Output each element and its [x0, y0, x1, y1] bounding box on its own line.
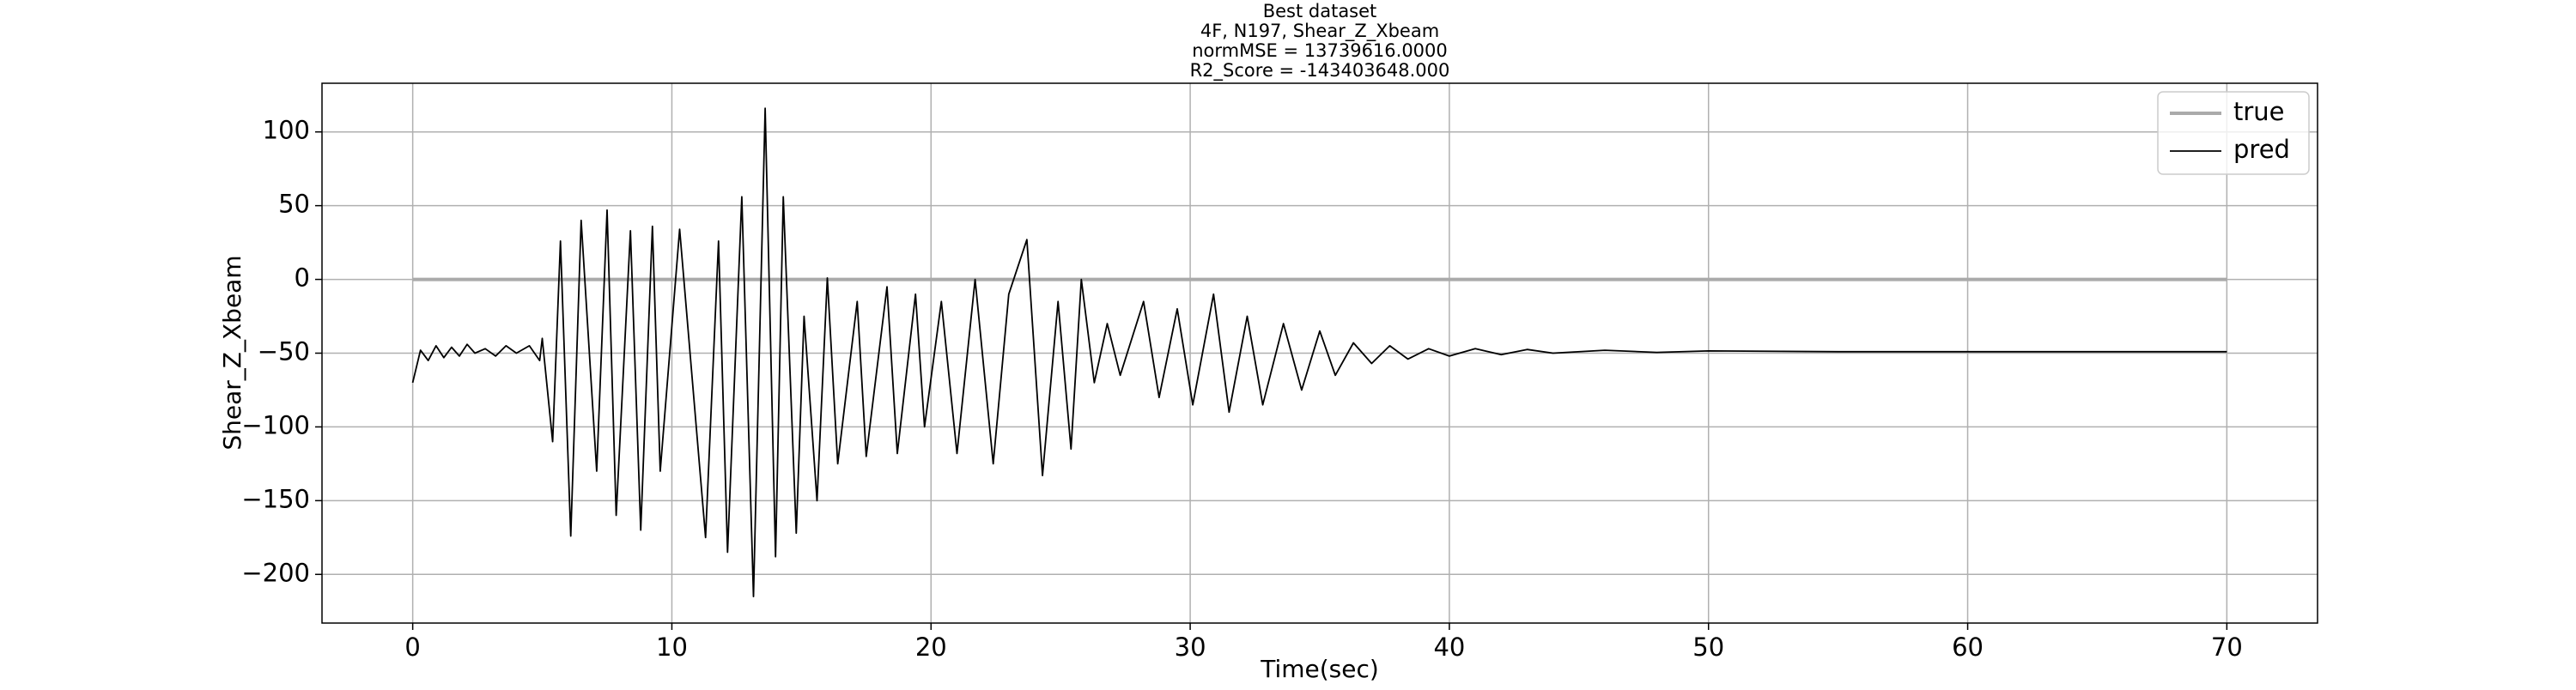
y-tick-label: 0: [295, 263, 310, 293]
y-tick-label: −200: [241, 558, 310, 587]
legend-label: pred: [2233, 135, 2290, 164]
y-tick-label: 50: [278, 190, 310, 219]
chart-title: 4F, N197, Shear_Z_Xbeam: [1200, 21, 1439, 42]
y-tick-label: −50: [258, 337, 310, 366]
plot-frame: [321, 82, 2318, 624]
x-tick-label: 0: [404, 632, 420, 662]
x-tick-label: 60: [1952, 632, 1984, 662]
x-axis-label: Time(sec): [1260, 655, 1379, 683]
x-tick-label: 50: [1692, 632, 1724, 662]
x-tick-label: 40: [1433, 632, 1465, 662]
legend-label: true: [2233, 97, 2285, 126]
y-tick-label: −100: [241, 410, 310, 439]
y-tick-label: 100: [263, 116, 310, 145]
chart-title: normMSE = 13739616.0000: [1192, 40, 1448, 61]
x-tick-label: 20: [915, 632, 947, 662]
y-axis-label: Shear_Z_Xbeam: [218, 255, 246, 450]
y-tick-label: −150: [241, 484, 310, 513]
chart-title: Best dataset: [1263, 1, 1377, 21]
line-series: [411, 107, 2227, 597]
x-tick-label: 10: [656, 632, 688, 662]
x-tick-label: 70: [2211, 632, 2243, 662]
x-tick-label: 30: [1175, 632, 1206, 662]
chart-title: R2_Score = -143403648.000: [1190, 60, 1450, 82]
